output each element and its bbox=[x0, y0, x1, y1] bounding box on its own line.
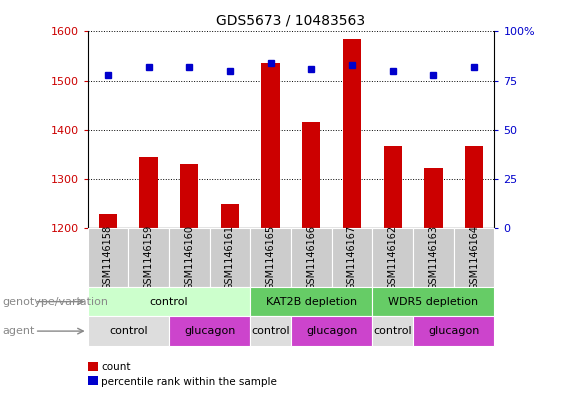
Text: percentile rank within the sample: percentile rank within the sample bbox=[101, 377, 277, 387]
Bar bbox=[343, 39, 361, 228]
Bar bbox=[250, 316, 291, 346]
Text: control: control bbox=[251, 326, 290, 336]
Text: glucagon: glucagon bbox=[428, 326, 479, 336]
Bar bbox=[413, 316, 494, 346]
Text: GSM1146162: GSM1146162 bbox=[388, 225, 398, 290]
Bar bbox=[250, 287, 372, 316]
Text: GSM1146161: GSM1146161 bbox=[225, 225, 235, 290]
Text: glucagon: glucagon bbox=[184, 326, 235, 336]
Text: control: control bbox=[150, 297, 188, 307]
Bar bbox=[128, 228, 169, 287]
Bar bbox=[332, 228, 372, 287]
Bar bbox=[88, 228, 128, 287]
Bar bbox=[413, 228, 454, 287]
Bar bbox=[372, 316, 413, 346]
Bar bbox=[424, 168, 442, 228]
Text: GSM1146164: GSM1146164 bbox=[469, 225, 479, 290]
Text: count: count bbox=[101, 362, 131, 373]
Bar bbox=[140, 157, 158, 228]
Text: GSM1146158: GSM1146158 bbox=[103, 225, 113, 290]
Text: KAT2B depletion: KAT2B depletion bbox=[266, 297, 357, 307]
Bar bbox=[210, 228, 250, 287]
Bar bbox=[302, 122, 320, 228]
Bar bbox=[169, 228, 210, 287]
Text: genotype/variation: genotype/variation bbox=[3, 297, 109, 307]
Text: agent: agent bbox=[3, 326, 35, 336]
Text: GSM1146166: GSM1146166 bbox=[306, 225, 316, 290]
Bar bbox=[88, 316, 169, 346]
Text: control: control bbox=[109, 326, 147, 336]
Bar bbox=[291, 228, 332, 287]
Bar bbox=[465, 146, 483, 228]
Bar bbox=[384, 146, 402, 228]
Bar bbox=[221, 204, 239, 228]
Text: GSM1146165: GSM1146165 bbox=[266, 225, 276, 290]
Text: control: control bbox=[373, 326, 412, 336]
Bar bbox=[250, 228, 291, 287]
Bar bbox=[454, 228, 494, 287]
Bar bbox=[372, 228, 413, 287]
Bar bbox=[169, 316, 250, 346]
Bar bbox=[88, 287, 250, 316]
Text: GSM1146167: GSM1146167 bbox=[347, 225, 357, 290]
Text: GSM1146160: GSM1146160 bbox=[184, 225, 194, 290]
Text: WDR5 depletion: WDR5 depletion bbox=[388, 297, 479, 307]
Text: GSM1146163: GSM1146163 bbox=[428, 225, 438, 290]
Bar bbox=[262, 63, 280, 228]
Bar bbox=[180, 164, 198, 228]
Title: GDS5673 / 10483563: GDS5673 / 10483563 bbox=[216, 13, 366, 28]
Bar bbox=[291, 316, 372, 346]
Text: glucagon: glucagon bbox=[306, 326, 357, 336]
Text: GSM1146159: GSM1146159 bbox=[144, 225, 154, 290]
Bar bbox=[99, 214, 117, 228]
Bar bbox=[372, 287, 494, 316]
